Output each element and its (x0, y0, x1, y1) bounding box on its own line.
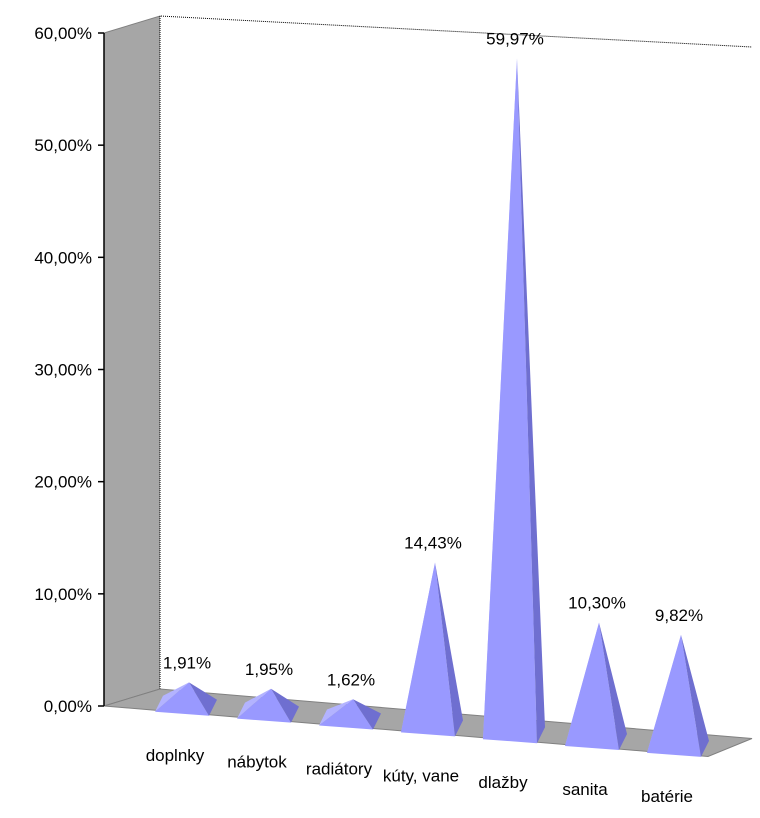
y-tick-label: 40,00% (34, 248, 92, 267)
y-tick-label: 10,00% (34, 585, 92, 604)
pyramid-right-face (189, 682, 217, 716)
pyramid-right-face (599, 622, 627, 751)
pyramid-front-face (483, 58, 537, 744)
data-label: 1,95% (245, 660, 293, 679)
pyramid-right-face (271, 688, 299, 723)
pyramid-left-face (237, 688, 271, 719)
data-label: 9,82% (655, 606, 703, 625)
y-tick-label: 0,00% (44, 697, 92, 716)
data-label: 10,30% (568, 594, 626, 613)
y-tick-label: 60,00% (34, 24, 92, 43)
category-label: doplnky (146, 746, 205, 765)
pyramid-front-face (647, 634, 701, 757)
category-label: nábytok (227, 753, 287, 772)
back-wall-edge (159, 15, 753, 689)
pyramid-right-face (517, 58, 545, 744)
data-label: 59,97% (486, 30, 544, 49)
pyramid-front-face (319, 699, 373, 730)
back-wall (160, 16, 752, 739)
y-tick-label: 30,00% (34, 361, 92, 380)
pyramid-front-face (237, 688, 291, 723)
category-label: sanita (562, 780, 608, 799)
data-label: 1,62% (327, 670, 375, 689)
y-tick-label: 20,00% (34, 473, 92, 492)
data-label: 14,43% (404, 533, 462, 552)
category-label: radiátory (306, 759, 373, 778)
pyramid-right-face (353, 699, 381, 730)
pyramid-right-face (681, 634, 709, 757)
pyramid-right-face (435, 562, 463, 737)
data-label: 1,91% (163, 653, 211, 672)
pyramid-front-face (155, 682, 209, 716)
pyramid-front-face (401, 562, 455, 737)
category-label: kúty, vane (383, 766, 459, 785)
side-wall (103, 15, 161, 707)
pyramid-left-face (319, 699, 353, 726)
category-label: batérie (641, 787, 693, 806)
y-tick-label: 50,00% (34, 136, 92, 155)
pyramid-front-face (565, 622, 619, 751)
category-label: dlažby (478, 773, 528, 792)
